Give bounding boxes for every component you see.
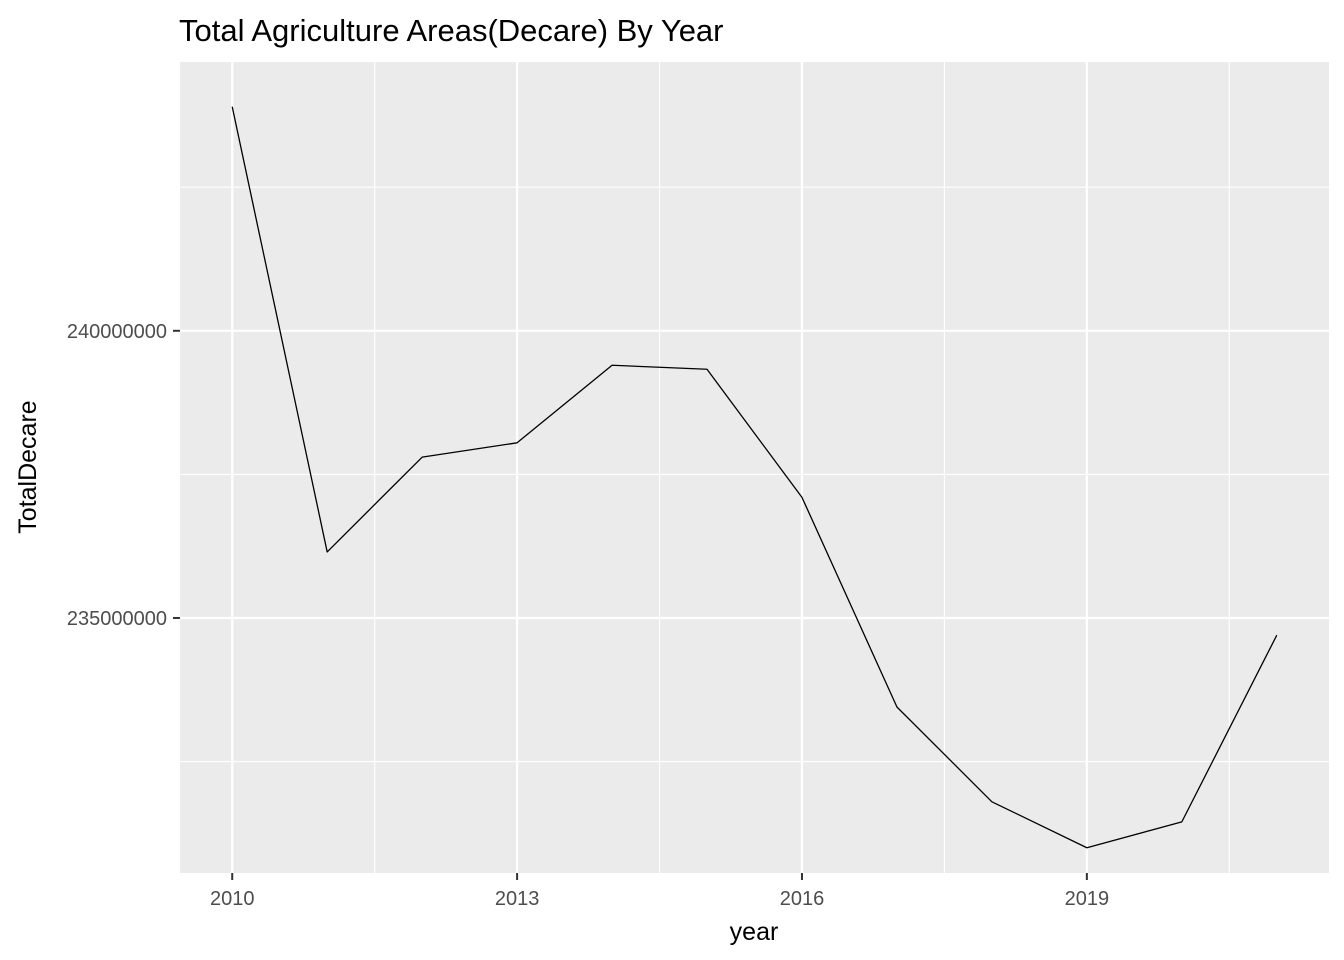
y-axis: 235000000 240000000: [67, 321, 180, 630]
y-tick-label: 235000000: [67, 608, 167, 630]
x-tick-label: 2019: [1065, 888, 1110, 910]
x-tick-label: 2016: [780, 888, 825, 910]
series-layer: [231, 106, 1278, 849]
minor-grid: [180, 62, 1329, 873]
x-tick-label: 2013: [495, 888, 540, 910]
major-grid: [180, 62, 1329, 873]
chart-title: Total Agriculture Areas(Decare) By Year: [179, 13, 724, 48]
x-axis: 2010 2013 2016 2019: [210, 873, 1109, 910]
x-axis-title: year: [730, 918, 779, 946]
plot-panel: [180, 62, 1329, 873]
y-axis-title: TotalDecare: [14, 400, 42, 533]
x-tick-label: 2010: [210, 888, 255, 910]
series-line: [231, 106, 1278, 849]
y-tick-label: 240000000: [67, 321, 167, 343]
